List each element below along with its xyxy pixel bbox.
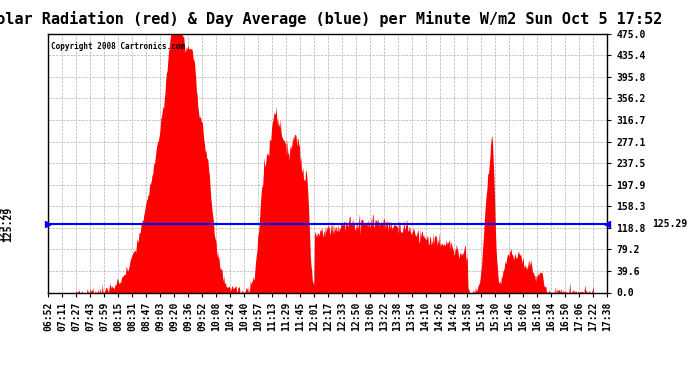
Text: 125.29: 125.29: [652, 219, 687, 229]
Text: Copyright 2008 Cartronics.com: Copyright 2008 Cartronics.com: [51, 42, 185, 51]
Text: Solar Radiation (red) & Day Average (blue) per Minute W/m2 Sun Oct 5 17:52: Solar Radiation (red) & Day Average (blu…: [0, 11, 662, 27]
Text: 125.29: 125.29: [3, 207, 13, 242]
Text: 125.29: 125.29: [0, 207, 6, 242]
